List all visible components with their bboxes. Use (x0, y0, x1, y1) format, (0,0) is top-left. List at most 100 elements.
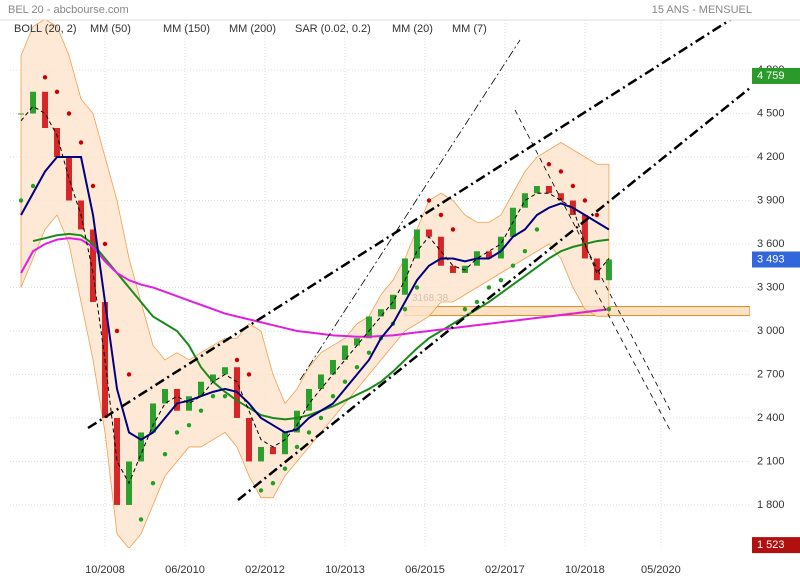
candle (401, 258, 408, 295)
x-tick-label: 02/2012 (245, 564, 285, 576)
trend-line (514, 109, 671, 411)
sar-dot (594, 212, 600, 218)
candle (305, 388, 312, 411)
candle (341, 345, 348, 360)
sar-dot (126, 372, 132, 377)
candle (557, 193, 564, 201)
candle (605, 259, 612, 281)
candle (461, 265, 468, 273)
sar-dot (150, 480, 156, 486)
sar-dot (30, 183, 36, 189)
candle (114, 417, 121, 505)
candle (18, 113, 25, 115)
x-tick-label: 10/2018 (565, 564, 605, 576)
x-tick-label: 05/2020 (641, 564, 681, 576)
sar-dot (198, 408, 204, 413)
candle (197, 381, 204, 397)
candle (317, 374, 324, 389)
candle (413, 229, 420, 259)
y-tick-label: 3 900 (757, 194, 785, 206)
sar-dot (174, 430, 180, 435)
moving-average (20, 156, 610, 441)
sar-dot (282, 466, 288, 471)
candle (269, 446, 276, 455)
sar-dot (210, 394, 216, 399)
candle (365, 316, 372, 339)
sar-dot (498, 278, 504, 283)
candle (245, 417, 252, 462)
candle (281, 432, 288, 455)
price-tag (752, 67, 800, 84)
candle (437, 236, 444, 266)
candle (521, 193, 528, 208)
sar-dot (402, 307, 408, 312)
sar-dot (102, 241, 108, 247)
trend-line (237, 87, 750, 501)
x-tick-label: 06/2015 (405, 564, 445, 576)
legend-entry: SAR (0.02, 0.2) (295, 23, 371, 35)
legend-entry: MM (20) (392, 23, 433, 35)
legend-entry: BOLL (20, 2) (14, 23, 77, 35)
candle (581, 214, 588, 259)
y-tick-label: 3 600 (757, 238, 785, 250)
plot-area: 3168.38 (18, 20, 750, 548)
candle (174, 388, 181, 411)
sar-dot (78, 140, 84, 145)
sar-dot (558, 169, 564, 174)
y-tick-label: 2 400 (757, 412, 785, 424)
sar-dot (414, 285, 420, 290)
y-tick-label: 4 500 (757, 107, 785, 119)
sar-dot (222, 394, 228, 399)
candle (545, 185, 552, 194)
x-tick-label: 02/2017 (485, 564, 525, 576)
price-tag (752, 251, 800, 268)
y-tick-label: 2 700 (757, 368, 785, 380)
sar-dot (366, 350, 372, 355)
y-tick-label: 3 300 (757, 281, 785, 293)
x-tick-label: 06/2010 (165, 564, 205, 576)
sar-dot (606, 307, 612, 312)
sar-dot (258, 488, 264, 493)
sar-dot (186, 423, 192, 428)
price-tag-label: 4 759 (757, 70, 785, 82)
candle (42, 91, 49, 129)
price-tag-label: 1 523 (757, 539, 785, 551)
sar-dot (486, 285, 492, 290)
sar-dot (270, 480, 276, 486)
sar-dot (42, 75, 48, 80)
trend-lines (87, 20, 750, 501)
sar-dot (306, 430, 312, 435)
legend: BOLL (20, 2) MM (50) MM (150) MM (200) SAR (… (14, 23, 487, 35)
legend-entry: MM (7) (452, 23, 487, 35)
price-tag-label: 3 493 (757, 253, 785, 265)
candle (162, 388, 169, 404)
price-tag (752, 537, 800, 554)
candle (593, 258, 600, 281)
moving-average (20, 105, 610, 485)
sar-dot (234, 357, 240, 363)
candle (54, 128, 61, 158)
sar-dot (90, 183, 96, 189)
trend-line (87, 20, 731, 430)
candle (497, 236, 504, 259)
sar-dot (138, 517, 144, 522)
legend-entry: MM (150) (163, 23, 210, 35)
sar-dot (522, 249, 528, 254)
candle (257, 446, 264, 462)
y-tick-label: 4 200 (757, 151, 785, 163)
candle (329, 359, 336, 375)
legend-entry: MM (200) (229, 23, 276, 35)
sar-dot (114, 328, 120, 334)
candle (221, 367, 228, 375)
candle (377, 309, 384, 317)
candle (533, 185, 540, 194)
sar-dot (426, 198, 432, 203)
candle (66, 157, 73, 201)
candle (209, 374, 216, 382)
candle (138, 432, 145, 462)
support-zone (404, 306, 750, 317)
sar-dot (438, 212, 444, 218)
sar-dot (582, 198, 588, 203)
sar-dot (546, 162, 552, 167)
